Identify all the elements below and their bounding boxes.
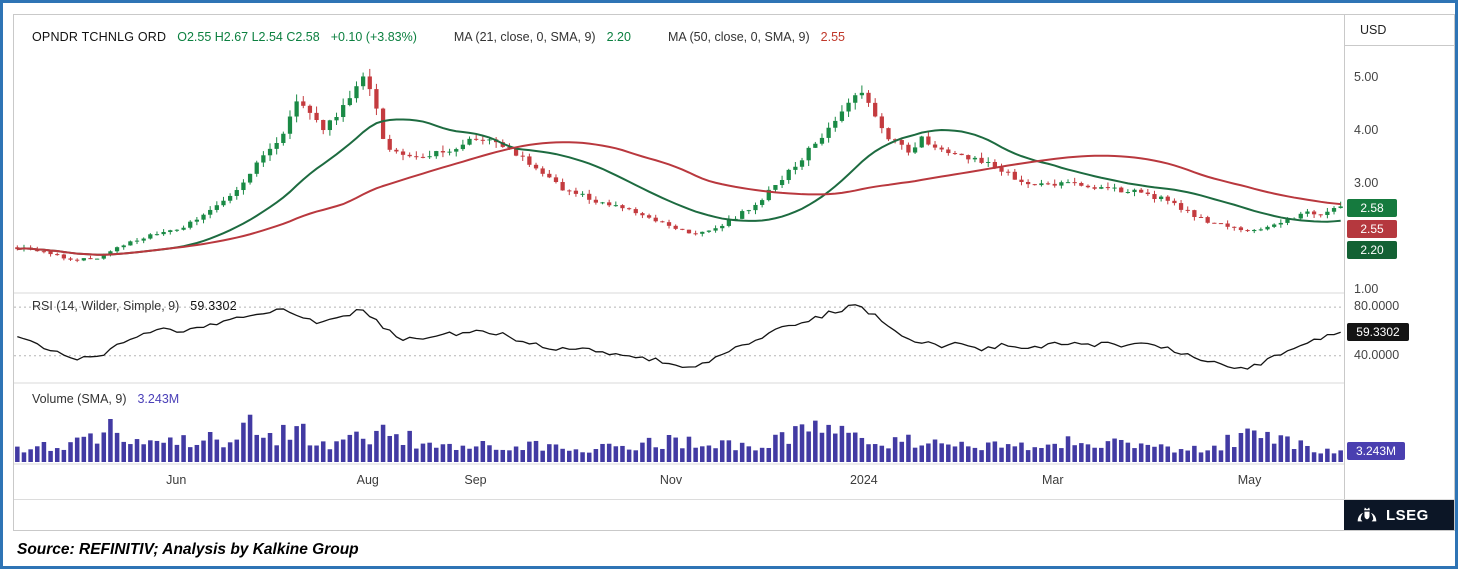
volume-legend: Volume (SMA, 9) 3.243M (32, 392, 190, 406)
price-axis[interactable]: USD 5.00 4.00 3.00 1.00 2.58 2.55 2.20 8… (1344, 15, 1454, 530)
price-axis-tick: 1.00 (1354, 282, 1379, 296)
x-axis-label: 2024 (849, 473, 878, 487)
price-axis-tick: 4.00 (1354, 123, 1379, 138)
ma21-price-badge: 2.20 (1347, 241, 1397, 259)
rsi-value-badge: 59.3302 (1347, 323, 1409, 342)
volume-label: Volume (SMA, 9) (32, 392, 127, 406)
rsi-legend: RSI (14, Wilder, Simple, 9) 59.3302 (32, 299, 248, 313)
price-legend: OPNDR TCHNLG ORD O2.55 H2.67 L2.54 C2.58… (32, 30, 856, 44)
ma21-label: MA (21, close, 0, SMA, 9) (453, 30, 596, 44)
currency-label: USD (1345, 15, 1454, 46)
x-axis-label: Sep (464, 473, 487, 487)
lseg-wordmark: LSEG (1386, 506, 1429, 524)
ma21-value: 2.20 (606, 30, 631, 44)
volume-value-badge: 3.243M (1347, 441, 1405, 460)
last-price-badge: 2.58 (1347, 199, 1397, 217)
rsi-axis-tick: 80.0000 (1354, 299, 1400, 314)
volume-value: 3.243M (137, 392, 180, 406)
lseg-logo: LSEG (1344, 500, 1454, 530)
price-axis-tick: 5.00 (1354, 70, 1379, 85)
plot-area: OPNDR TCHNLG ORD O2.55 H2.67 L2.54 C2.58… (14, 15, 1344, 530)
lseg-crest-icon (1357, 507, 1377, 522)
source-attribution: Source: REFINITIV; Analysis by Kalkine G… (17, 541, 359, 558)
ma50-price-badge: 2.55 (1347, 220, 1397, 238)
x-axis-label: May (1237, 473, 1262, 487)
trading-chart-widget: OPNDR TCHNLG ORD O2.55 H2.67 L2.54 C2.58… (13, 14, 1455, 531)
x-axis-label: Nov (659, 473, 683, 487)
symbol-name: OPNDR TCHNLG ORD (32, 30, 167, 44)
chart-canvas[interactable] (14, 15, 1344, 530)
rsi-value: 59.3302 (190, 299, 237, 313)
ma50-value: 2.55 (820, 30, 845, 44)
rsi-label: RSI (14, Wilder, Simple, 9) (32, 299, 180, 313)
divider (14, 499, 1454, 500)
x-axis-label: Mar (1041, 473, 1064, 487)
x-axis-label: Jun (166, 473, 187, 487)
price-axis-tick: 3.00 (1354, 176, 1379, 191)
ma50-label: MA (50, close, 0, SMA, 9) (667, 30, 810, 44)
change-value: +0.10 (+3.83%) (330, 30, 417, 44)
ohlc-values: O2.55 H2.67 L2.54 C2.58 (177, 30, 320, 44)
x-axis-label: Aug (356, 473, 379, 487)
rsi-axis-tick: 40.0000 (1354, 347, 1400, 362)
